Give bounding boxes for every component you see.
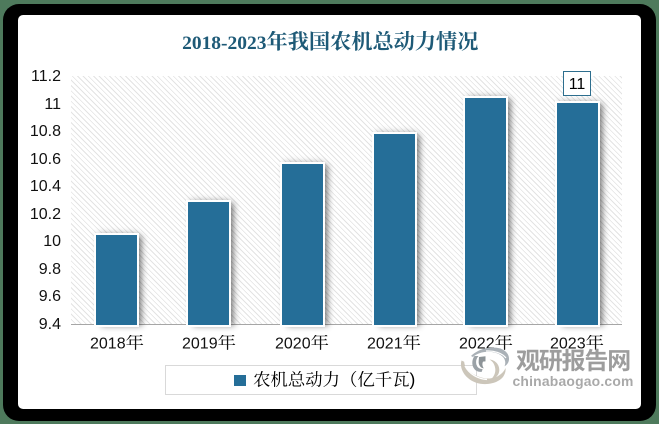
svg-text:2020: 2020 — [275, 335, 311, 351]
svg-text:): ) — [409, 371, 415, 388]
svg-text:2023: 2023 — [550, 335, 586, 351]
svg-text:2018: 2018 — [90, 335, 126, 351]
svg-text:2019: 2019 — [182, 335, 218, 351]
svg-text:2022: 2022 — [459, 335, 495, 351]
svg-text:2018-2023: 2018-2023 — [182, 33, 267, 52]
svg-text:2021: 2021 — [367, 335, 403, 351]
